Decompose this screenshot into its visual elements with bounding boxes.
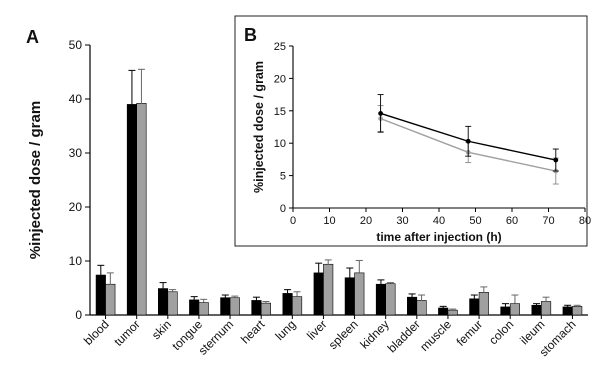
panel-b-y-tick-label: 5: [280, 171, 286, 183]
panel-a-bar: [375, 283, 386, 316]
panel-a-bar: [105, 283, 116, 316]
panel-b-data-point: [465, 138, 471, 144]
panel-a-bar: [220, 297, 231, 316]
panel-b-y-tick-label: 15: [274, 106, 286, 118]
panel-b-label: B: [244, 25, 257, 45]
panel-b-data-point: [553, 157, 559, 163]
panel-a-bar: [531, 304, 542, 316]
panel-a-bar: [158, 288, 169, 316]
panel-a-y-axis-label: %injected dose / gram: [27, 101, 44, 259]
panel-a-category-label: skin: [149, 317, 174, 342]
panel-a-bar: [136, 103, 147, 316]
panel-a-category-label: lung: [272, 317, 298, 343]
panel-a-bar: [385, 283, 396, 316]
panel-b-x-tick-label: 40: [433, 215, 445, 227]
panel-b-y-tick-label: 25: [274, 41, 286, 53]
panel-a-category-label: heart: [238, 317, 268, 347]
panel-b-x-tick-label: 10: [323, 215, 335, 227]
panel-a-bar: [229, 297, 240, 316]
panel-a-bar: [478, 292, 489, 316]
panel-a-bar: [354, 272, 365, 316]
panel-a-category-label: muscle: [417, 317, 454, 354]
panel-a-y-tick-label: 0: [75, 308, 82, 322]
panel-a-bar: [292, 296, 303, 316]
panel-b-x-axis-label: time after injection (h): [376, 230, 501, 244]
panel-a-y-tick-label: 30: [69, 146, 83, 160]
panel-b-x-tick-label: 0: [290, 215, 296, 227]
panel-b-x-tick-label: 50: [469, 215, 481, 227]
panel-a-category-label: liver: [304, 317, 329, 342]
panel-a-category-label: blood: [81, 317, 112, 348]
panel-a-bar: [198, 302, 209, 316]
panel-a-bar: [95, 274, 106, 316]
panel-a-y-tick-label: 40: [69, 92, 83, 106]
panel-a-bar: [562, 306, 573, 316]
panel-a-category-label: sternum: [196, 317, 237, 358]
panel-a-bar: [313, 272, 324, 316]
panel-b-x-tick-label: 70: [542, 215, 554, 227]
panel-a-bar: [447, 309, 458, 316]
panel-a-bar: [323, 263, 334, 316]
panel-b-x-tick-label: 30: [396, 215, 408, 227]
panel-a-bar: [167, 291, 178, 316]
panel-b-y-tick-label: 0: [280, 203, 286, 215]
panel-a-bar: [260, 302, 271, 316]
panel-a-bar: [344, 277, 355, 316]
panel-a-bar: [500, 306, 511, 316]
panel-b-x-tick-label: 80: [579, 215, 591, 227]
panel-b-x-tick-label: 20: [360, 215, 372, 227]
panel-a-category-label: tumor: [111, 317, 143, 349]
panel-a-bar: [251, 300, 262, 316]
panel-a-bar: [469, 298, 480, 316]
panel-a-y-tick-label: 50: [69, 38, 83, 52]
panel-a-bar: [509, 303, 520, 316]
panel-a-category-label: spleen: [326, 317, 361, 352]
panel-b-y-tick-label: 20: [274, 73, 286, 85]
panel-b-data-point: [378, 110, 383, 116]
panel-a-bar: [126, 104, 137, 316]
panel-a-label: A: [26, 27, 39, 47]
panel-a-category-label: colon: [486, 317, 516, 347]
panel-b-y-tick-label: 10: [274, 138, 286, 150]
panel-a-category-label: femur: [454, 317, 486, 349]
panel-a-y-tick-label: 10: [69, 254, 83, 268]
panel-a-bar: [541, 301, 552, 316]
panel-a-bar: [416, 300, 427, 316]
panel-a-bar: [572, 306, 583, 316]
panel-a-bar: [282, 293, 293, 316]
panel-a-bar: [407, 296, 418, 316]
panel-b-x-tick-label: 60: [506, 215, 518, 227]
panel-b-chart: 0 5 10 15 20 25 0 10 20 30 40 50 60 70 80 time after in…: [252, 41, 591, 244]
panel-a-y-tick-label: 20: [69, 200, 83, 214]
panel-b-y-axis-label: %injected dose / gram: [252, 61, 266, 193]
panel-a-bar: [189, 299, 200, 316]
panel-a-bar: [438, 307, 449, 316]
panel-a-category-label: bladder: [385, 317, 423, 355]
